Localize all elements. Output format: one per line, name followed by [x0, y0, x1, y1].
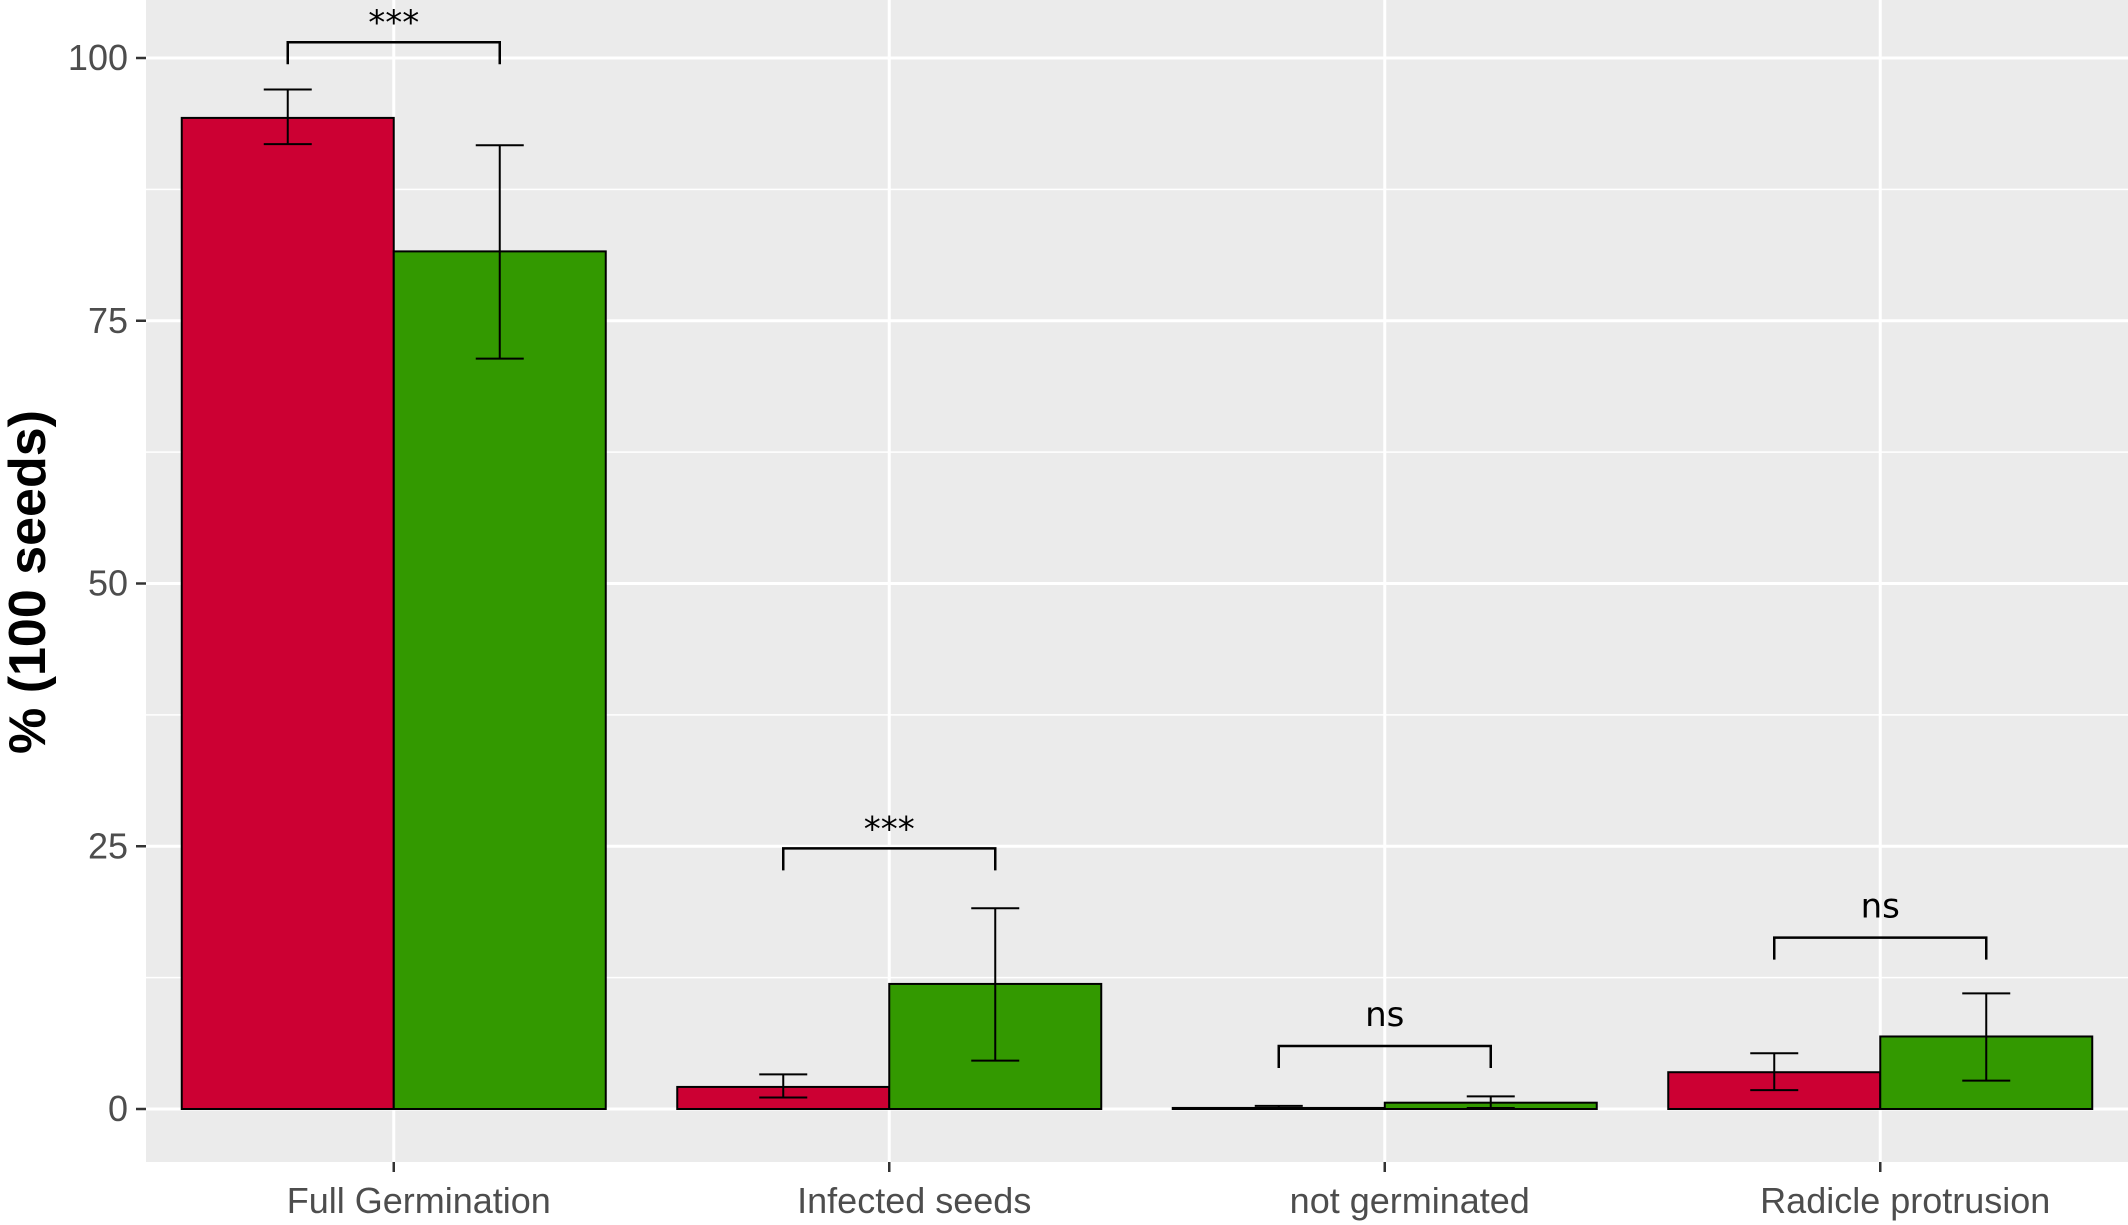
- significance-label: ***: [864, 809, 915, 849]
- error-bars: [263, 88, 2011, 1110]
- significance-bracket: [1277, 1044, 1492, 1068]
- significance-bracket: [782, 847, 997, 871]
- significance-bracket: [286, 40, 501, 65]
- significance-label: ns: [1861, 887, 1900, 927]
- x-tick-label: Full Germination: [287, 1180, 551, 1221]
- y-axis: 0 25 50 75 100: [68, 37, 146, 1129]
- significance-label: ***: [368, 3, 419, 43]
- x-tick-label: Infected seeds: [797, 1180, 1031, 1221]
- bar-series2: [392, 250, 607, 1111]
- significance-label: ns: [1365, 995, 1404, 1035]
- y-tick-label: 75: [88, 300, 128, 341]
- x-tick-label: not germinated: [1290, 1180, 1530, 1221]
- x-tick-label: Radicle protrusion: [1760, 1180, 2050, 1221]
- y-axis-title: % (100 seeds): [0, 410, 57, 754]
- significance-annotations: *** *** ns ns: [286, 3, 1988, 1068]
- significance-bracket: [1773, 936, 1988, 960]
- y-tick-label: 0: [108, 1088, 128, 1129]
- bar-series1: [180, 116, 395, 1111]
- y-tick-label: 25: [88, 825, 128, 866]
- y-tick-label: 100: [68, 37, 128, 78]
- x-axis: Full Germination Infected seeds not germin…: [287, 1162, 2050, 1221]
- y-tick-label: 50: [88, 563, 128, 604]
